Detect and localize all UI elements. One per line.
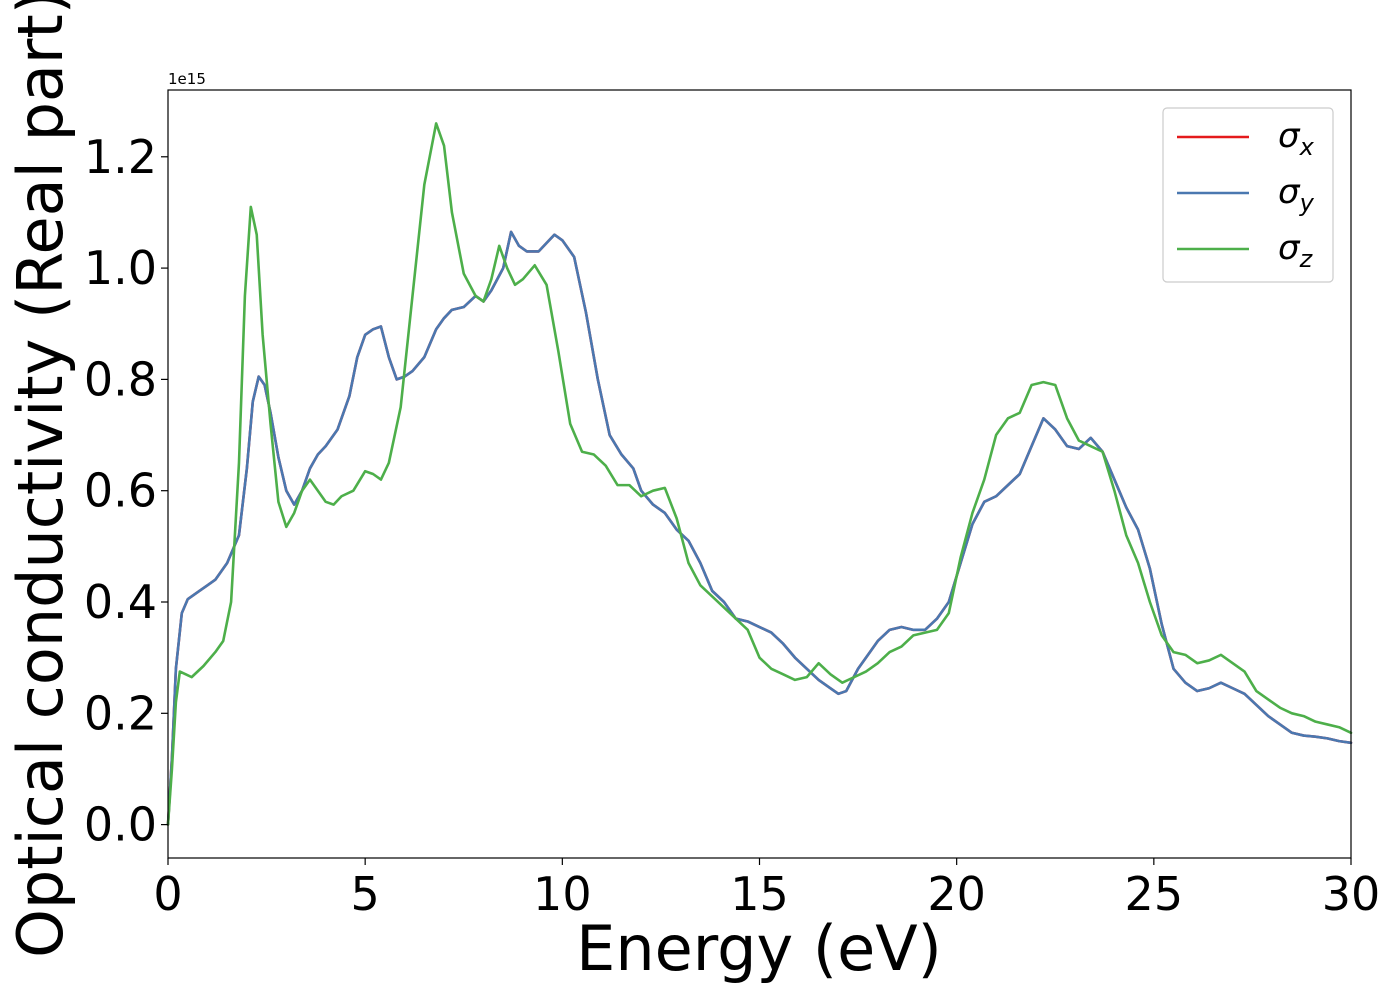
series-layer (166, 122, 1353, 826)
x-tick-label: 25 (1125, 867, 1184, 921)
y-tick-label: 0.2 (84, 686, 157, 740)
x-tick-label: 10 (533, 867, 592, 921)
series-line-x (166, 230, 1353, 826)
legend-label-x: σx (1278, 116, 1315, 161)
y-axis-label: Optical conductivity (Real part) (4, 0, 77, 958)
y-tick-label: 0.6 (84, 464, 157, 518)
y-tick-label: 0.8 (84, 352, 157, 406)
y-offset-label: 1e15 (168, 70, 206, 88)
x-axis-label: Energy (eV) (576, 912, 942, 985)
series-line-z (166, 122, 1353, 826)
x-tick-label: 15 (730, 867, 789, 921)
x-axis-ticks: 0 5 10 15 20 25 30 (153, 858, 1380, 921)
y-tick-label: 1.0 (84, 241, 157, 295)
y-tick-label: 0.0 (84, 798, 157, 852)
x-tick-label: 5 (351, 867, 380, 921)
legend: σx σy σz (1162, 107, 1334, 283)
series-line-y (166, 230, 1353, 826)
x-tick-label: 30 (1322, 867, 1381, 921)
x-tick-label: 20 (927, 867, 986, 921)
y-tick-label: 1.2 (84, 130, 157, 184)
legend-box (1162, 107, 1334, 283)
x-tick-label: 0 (153, 867, 182, 921)
y-tick-label: 0.4 (84, 575, 157, 629)
legend-label-z: σz (1278, 228, 1314, 273)
y-axis-ticks: 0.0 0.2 0.4 0.6 0.8 1.0 1.2 (84, 130, 168, 852)
legend-label-y: σy (1278, 172, 1315, 217)
